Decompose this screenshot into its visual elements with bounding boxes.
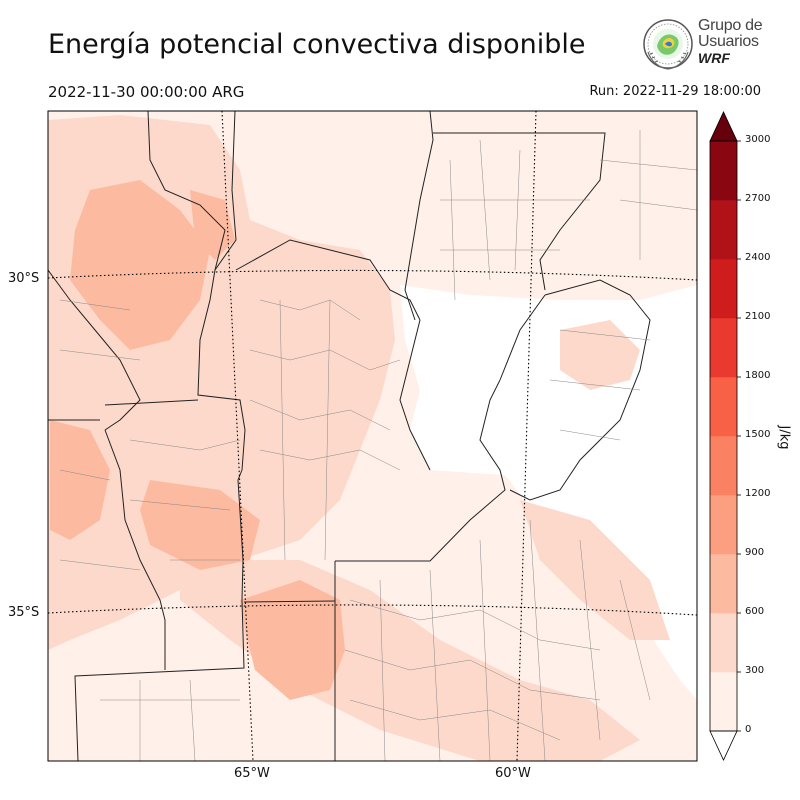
colorbar-tick-label: 900 [745,547,765,558]
parallel-35s [48,604,697,616]
meridian-65w [221,111,254,761]
graticule [48,111,697,761]
colorbar-tick-label: 0 [745,724,752,735]
colorbar-segment [710,554,737,614]
colorbar-tick-label: 2100 [745,311,771,322]
map-frame [47,110,698,762]
colorbar [709,111,741,761]
cape-fill-600-900-west [50,420,110,540]
cape-fill-300-600-coast [520,500,670,640]
colorbar-tick-label: 600 [745,606,765,617]
valid-time: 2022-11-30 00:00:00 ARG [48,83,245,101]
colorbar-segment [710,495,737,555]
colorbar-segment [710,672,737,732]
lon-label-65w: 65°W [234,766,270,781]
colorbar-tick-label: 300 [745,665,765,676]
run-time: Run: 2022-11-29 18:00:00 [589,84,761,99]
lon-label-60w: 60°W [495,766,531,781]
colorbar-unit: J/kg [776,425,792,450]
colorbar-tick-label: 1500 [745,429,771,440]
cape-fill-0-300-ne [560,130,697,250]
colorbar-tick-label: 1800 [745,370,771,381]
lat-label-30s: 30°S [8,271,40,286]
parallel-30s [48,269,697,281]
logo-brand: WRF [698,50,730,66]
colorbar-extend-max [709,111,738,142]
logo-line-2: Usuarios [698,33,759,50]
colorbar-tick-label: 1200 [745,488,771,499]
colorbar-extend-min [709,730,738,761]
colorbar-segment [710,259,737,319]
colorbar-segment [710,377,737,437]
meridian-60w [516,111,537,761]
grupo-usuarios-wrf-logo: Grupo de Usuarios WRF [638,16,768,74]
colorbar-segment [710,613,737,673]
map-canvas [48,111,697,761]
colorbar-tick-label: 3000 [745,134,771,145]
cape-fill-600-900-nw [70,180,210,350]
map-title: Energía potencial convectiva disponible [48,29,586,60]
cape-fill-600-900-ridge [190,190,235,260]
logo-emblem-icon [643,19,693,70]
lat-label-35s: 35°S [8,605,40,620]
colorbar-segment [710,436,737,496]
colorbar-segment [710,318,737,378]
colorbar-segment [710,200,737,260]
department-borders [59,130,697,761]
colorbar-tick-label: 2400 [745,252,771,263]
cape-fill-600-900-south [240,580,345,700]
cape-fill-300-600-east [560,320,640,390]
province-borders [48,111,651,761]
colorbar-tick-label: 2700 [745,193,771,204]
cape-fill-600-900-center [140,480,260,570]
colorbar-segment [710,141,737,201]
logo-line-1: Grupo de [698,17,763,34]
